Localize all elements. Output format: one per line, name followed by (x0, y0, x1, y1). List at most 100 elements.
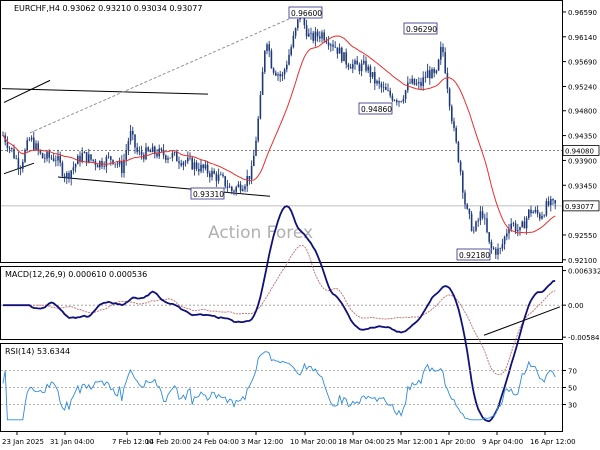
time-tick-label: 1 Apr 20:00 (434, 438, 475, 446)
price-tick-label: 0.96140 (568, 34, 597, 42)
candle-body (129, 130, 132, 142)
time-tick-label: 18 Mar 04:00 (338, 438, 385, 446)
candle-body (35, 143, 37, 150)
candle-body (176, 152, 178, 162)
candle-body (459, 161, 462, 172)
macd-signal-path (3, 244, 556, 376)
macd-header: MACD(12,26,9) 0.000610 0.000536 (5, 270, 147, 279)
candle-body (88, 154, 90, 163)
moving-average-line (2, 35, 556, 234)
candle-body (492, 248, 495, 249)
candle-body (191, 157, 193, 170)
candle-body (171, 153, 174, 158)
candle-body (259, 94, 262, 119)
candle-body (33, 137, 35, 150)
candle-body (330, 44, 332, 46)
macd-tick-label: 0.006332 (568, 268, 600, 276)
annotation-box (190, 187, 225, 200)
candle-body (314, 31, 317, 41)
watermark: Action Forex (208, 223, 313, 243)
candle-body (44, 158, 46, 159)
candle-body (138, 151, 141, 153)
candle-body (477, 220, 479, 222)
candle-body (140, 151, 143, 155)
price-tick-label: 0.92550 (568, 232, 597, 240)
candle-body (118, 161, 121, 165)
candle-body (503, 236, 506, 245)
candle-body (105, 156, 108, 167)
candle-body (37, 143, 39, 151)
candle-body (356, 60, 358, 65)
candle-body (182, 162, 185, 166)
candle-body (409, 82, 411, 84)
candle-body (312, 32, 314, 41)
candle-body (222, 174, 224, 177)
time-tick-label: 23 Jan 2025 (2, 438, 44, 446)
candle-body (466, 204, 468, 209)
candle-body (255, 140, 257, 156)
candle-body (215, 173, 218, 181)
macd-panel-frame (0, 266, 563, 340)
price-annotations: 0.96600 0.96290 0.94860 0.93310 0.92180 (190, 6, 491, 261)
candle-body (103, 166, 105, 167)
candle-body (261, 71, 264, 95)
candle-body (545, 201, 548, 216)
time-tick-label: 7 Feb 12:00 (112, 438, 153, 446)
time-tick-label: 31 Jan 04:00 (50, 438, 94, 446)
candle-body (151, 146, 154, 153)
candle-body (162, 149, 165, 156)
candle-body (404, 90, 407, 99)
candle-body (550, 199, 552, 205)
candle-body (288, 54, 290, 65)
candle-body (90, 154, 92, 160)
candle-body (400, 101, 402, 102)
candle-body (13, 148, 15, 159)
candle-body (431, 68, 433, 79)
candle-body (506, 233, 508, 237)
candle-body (242, 189, 244, 191)
candle-body (437, 59, 440, 71)
candle-body (237, 184, 240, 188)
candle-body (294, 28, 297, 36)
candle-body (495, 248, 497, 255)
candle-body (39, 150, 42, 154)
candle-body (211, 170, 213, 178)
candle-body (462, 171, 464, 193)
candle-body (231, 186, 233, 192)
candle-body (371, 72, 374, 77)
candle-body (81, 153, 83, 162)
candle-body (52, 158, 55, 161)
candle-body (213, 170, 215, 174)
candle-body (308, 33, 310, 37)
candle-body (250, 166, 253, 180)
candle-body (270, 50, 273, 69)
dotted-trendline (29, 13, 301, 134)
candle-body (184, 161, 187, 163)
candle-body (292, 35, 295, 48)
candle-body (543, 215, 545, 217)
candle-body (435, 70, 438, 73)
candle-body (123, 159, 125, 174)
candle-body (70, 170, 72, 179)
candle-body (440, 46, 442, 60)
candle-body (224, 176, 226, 187)
candle-body (310, 32, 312, 34)
annotation-box (288, 6, 323, 19)
candle-body (19, 168, 22, 170)
candle-body (407, 82, 409, 91)
candle-body (528, 209, 530, 218)
candle-body (517, 230, 519, 232)
candle-body (134, 134, 136, 148)
annotation-label: 0.94860 (361, 105, 392, 114)
candle-body (28, 139, 31, 141)
candle-body (202, 164, 204, 169)
candle-body (336, 47, 339, 54)
candle-body (510, 223, 512, 230)
time-tick-label: 9 Apr 04:00 (482, 438, 523, 446)
support-trendline (57, 176, 271, 197)
candle-body (305, 25, 308, 37)
candle-body (525, 217, 528, 229)
candle-body (343, 52, 345, 62)
candle-body (338, 47, 341, 54)
